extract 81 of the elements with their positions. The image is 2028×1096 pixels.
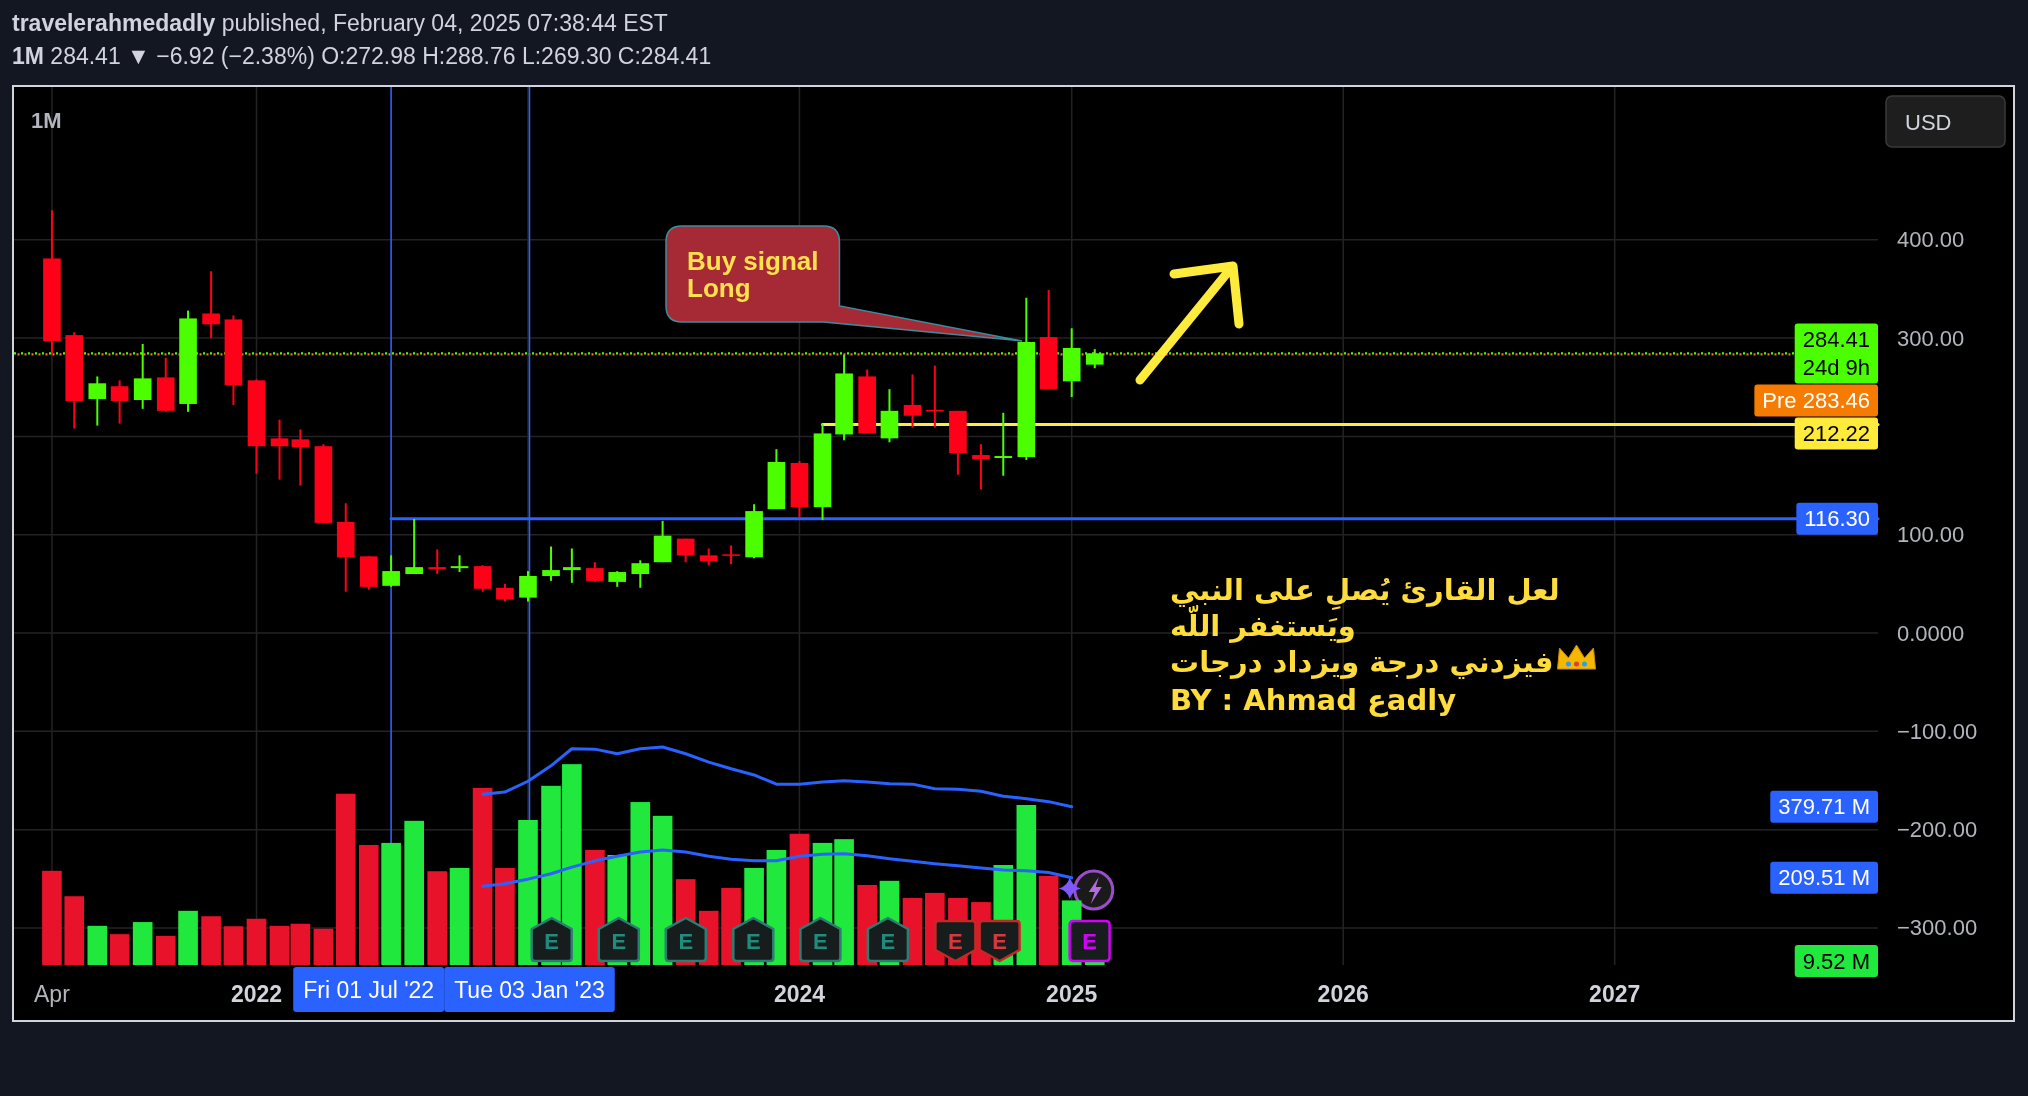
bar <box>449 867 470 965</box>
bar <box>246 918 267 965</box>
bar <box>64 896 85 965</box>
x-tick-label: 2025 <box>1046 981 1098 1007</box>
y-tick-label: 300.00 <box>1897 325 1965 351</box>
y2-tick-label: 379.71 M <box>1778 794 1871 820</box>
annotation: E <box>992 928 1007 954</box>
candlestick <box>631 559 650 589</box>
annotation: فيزدني درجة ويزداد درجات <box>1170 645 1554 679</box>
candlestick <box>994 411 1013 477</box>
candlestick <box>450 554 469 574</box>
annotation: BY : Ahmad عadly <box>1170 683 1457 717</box>
candlestick <box>202 270 220 340</box>
annotation: Buy signal Long <box>687 246 819 303</box>
annotation: E <box>813 928 828 954</box>
annotation: E <box>544 928 560 954</box>
x-tick-label: 2024 <box>773 981 826 1007</box>
y-tick-label: 100.00 <box>1897 522 1965 548</box>
bar <box>87 925 108 965</box>
bar <box>404 820 424 965</box>
bar <box>201 916 221 965</box>
ref-line-label: 284.41 <box>1802 326 1871 352</box>
bar <box>42 870 62 965</box>
candlestick <box>291 428 310 487</box>
annotation: 24d 9h <box>1802 354 1871 380</box>
y2-tick-label: 209.51 M <box>1778 865 1871 891</box>
bar <box>269 925 290 965</box>
x-tick-label: Apr <box>34 981 71 1007</box>
bar <box>313 928 334 965</box>
data-label: 116.30 <box>1804 506 1870 532</box>
annotation: E <box>1082 928 1097 954</box>
text: USD <box>1905 109 1952 135</box>
bar <box>381 842 401 965</box>
chart-title: travelerahmedadly published, February 04, 2025 07:38:44 EST <box>12 10 668 36</box>
candlestick <box>542 545 560 582</box>
x-tick-label: 2026 <box>1317 981 1369 1007</box>
candlestick <box>473 564 492 593</box>
annotation: E <box>678 928 694 954</box>
candlestick <box>405 517 423 576</box>
candlestick <box>563 547 581 584</box>
bar <box>155 935 176 965</box>
bar <box>335 793 356 965</box>
candlestick <box>903 373 922 429</box>
bar <box>290 923 311 965</box>
candlestick <box>382 554 400 588</box>
candlestick <box>722 544 740 566</box>
bar <box>358 844 379 965</box>
bar <box>109 934 130 965</box>
chart-subtitle: 1M 284.41 ▼ −6.92 (−2.38%) O:272.98 H:288.76 L:269.30 C:284.41 <box>12 43 712 69</box>
bar <box>1016 804 1037 965</box>
bar <box>495 867 515 965</box>
candlestick <box>270 418 289 481</box>
annotation: 1M <box>31 108 62 133</box>
y-tick-label: −300.00 <box>1897 915 1978 941</box>
annotation: E <box>745 928 761 954</box>
ref-line-label: Tue 03 Jan '23 <box>454 977 605 1003</box>
y-tick-label: −200.00 <box>1897 817 1978 843</box>
x-tick-label: 2022 <box>230 981 283 1007</box>
candlestick <box>428 548 447 576</box>
bar <box>178 910 198 965</box>
candlestick <box>586 561 604 583</box>
candlestick <box>88 375 107 427</box>
bar <box>1038 875 1059 965</box>
ref-line-label: Fri 01 Jul '22 <box>303 977 435 1003</box>
x-tick-label: 2027 <box>1589 981 1641 1007</box>
candlestick <box>972 443 990 491</box>
y-tick-label: 400.00 <box>1897 227 1965 253</box>
annotation: E <box>880 928 896 954</box>
annotation: E <box>948 928 963 954</box>
bar <box>472 787 493 965</box>
bar <box>132 922 153 965</box>
bar <box>223 926 244 965</box>
ref-line-label: Pre 283.46 <box>1762 387 1870 413</box>
data-label: 212.22 <box>1802 420 1871 446</box>
bar <box>427 871 448 965</box>
candlestick <box>519 570 537 603</box>
y-tick-label: −100.00 <box>1897 718 1978 744</box>
candlestick <box>110 379 129 425</box>
y2-tick-label: 9.52 M <box>1802 948 1871 974</box>
annotation: E <box>611 928 627 954</box>
y-tick-label: 0.0000 <box>1897 620 1965 646</box>
